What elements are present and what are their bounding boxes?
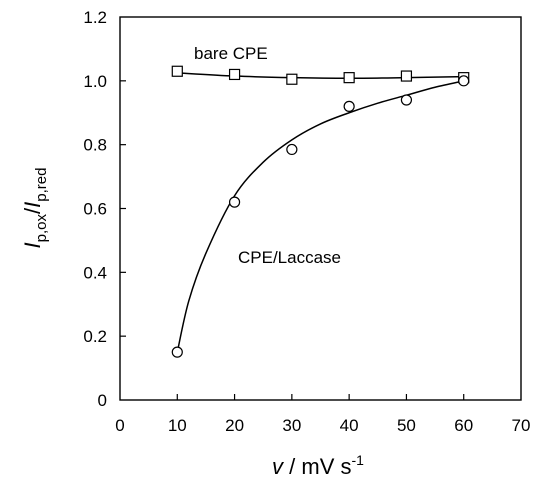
y-tick-label: 0.8 [83, 136, 107, 155]
series-layer [171, 65, 470, 358]
y-tick-label: 1.2 [83, 8, 107, 27]
x-tick-label: 60 [454, 416, 473, 435]
circle-point [400, 94, 413, 106]
x-tick-label: 40 [340, 416, 359, 435]
annotation-bare-cpe: bare CPE [194, 44, 268, 63]
x-tick-label: 50 [397, 416, 416, 435]
square-point [286, 73, 298, 85]
square-point [171, 65, 183, 77]
circle-point [286, 143, 298, 156]
fit-curve-1 [177, 72, 464, 80]
fit-curve-2 [176, 80, 464, 353]
x-axis-title: v / mV s-1 [272, 452, 364, 479]
x-axis-unit-exponent: -1 [352, 452, 365, 468]
y-axis-numerator-sub: p,ox [33, 213, 50, 242]
x-axis-ticks: 0 10 20 30 40 50 60 70 [115, 394, 530, 435]
square-point [400, 70, 413, 82]
y-tick-label: 0.4 [83, 263, 107, 282]
square-point [343, 72, 355, 84]
y-tick-label: 1.0 [83, 72, 107, 91]
y-axis-numerator: I [20, 242, 45, 248]
x-axis-unit: / mV s [283, 454, 351, 479]
circle-point [343, 100, 355, 112]
y-axis-slash: / [20, 207, 45, 214]
y-tick-label: 0.6 [83, 200, 107, 219]
circle-point [458, 75, 470, 87]
x-tick-label: 0 [115, 416, 124, 435]
y-axis-denominator: I [20, 202, 45, 208]
x-tick-label: 10 [168, 416, 187, 435]
y-axis-ticks: 0 0.2 0.4 0.6 0.8 1.0 1.2 [83, 8, 126, 410]
annotation-cpe-laccase: CPE/Laccase [238, 248, 341, 267]
x-tick-label: 30 [282, 416, 301, 435]
circle-point [171, 346, 183, 358]
x-axis-symbol: v [272, 454, 285, 479]
square-point [228, 68, 241, 81]
y-tick-label: 0 [98, 391, 107, 410]
circle-point [228, 196, 241, 208]
y-axis-title: Ip,ox/Ip,red [20, 168, 50, 249]
x-tick-label: 70 [512, 416, 531, 435]
series-1 [171, 65, 470, 85]
series-2 [171, 75, 470, 358]
y-axis-denominator-sub: p,red [33, 168, 50, 202]
y-tick-label: 0.2 [83, 327, 107, 346]
x-tick-label: 20 [225, 416, 244, 435]
